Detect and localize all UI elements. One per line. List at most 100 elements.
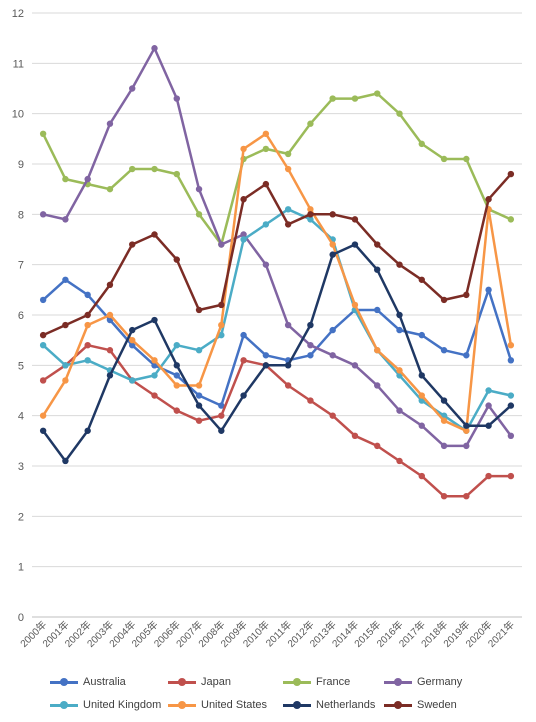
data-point [485,387,492,394]
data-point [418,422,425,429]
data-point [173,362,180,369]
data-point [151,357,158,364]
data-point [284,362,292,369]
data-point [396,261,403,268]
series-line [41,92,512,246]
data-point [39,427,47,434]
data-point [39,377,47,384]
data-point [463,427,470,434]
data-point [240,392,247,399]
legend-swatch [384,699,412,711]
data-point [396,407,403,414]
data-point [173,372,180,379]
data-point [240,357,247,364]
x-axis-tick-labels: 2000年2001年2002年2003年2004年2005年2006年2007年… [17,618,517,650]
data-point [396,457,403,465]
data-point [418,331,425,339]
data-point [151,231,158,238]
series-lines [39,45,515,500]
data-point [284,165,292,173]
data-point [440,493,448,500]
data-point [440,296,448,304]
legend-swatch [50,699,78,711]
data-point [106,281,114,288]
data-point [507,402,515,409]
data-point [106,372,114,379]
data-point [173,170,180,178]
data-point [84,357,91,364]
data-point [440,347,448,354]
data-point [195,306,203,314]
y-tick-label: 11 [13,58,24,70]
data-point [507,392,515,399]
data-point [62,457,69,465]
data-point [240,236,247,243]
data-point [173,95,180,102]
series-japan [39,342,515,500]
data-point [262,352,270,359]
legend-item: Netherlands [283,696,375,714]
y-tick-label: 5 [18,360,24,372]
data-point [218,241,225,248]
data-point [195,185,203,193]
data-point [418,140,425,148]
series-line [42,173,512,337]
data-point [195,211,203,218]
data-point [329,241,336,248]
legend-swatch [384,676,412,688]
legend-label: United Kingdom [83,699,162,711]
legend-label: Japan [201,676,231,688]
data-point [374,90,381,97]
data-point [418,392,425,399]
legend-label: Sweden [417,699,457,711]
data-point [62,216,69,223]
data-point [106,347,114,354]
y-tick-label: 9 [18,159,24,171]
series-line [42,243,512,463]
data-point [62,175,69,183]
legend-item: United Kingdom [50,696,161,714]
legend-item: France [283,673,350,691]
data-point [129,336,136,344]
series-line [42,343,511,498]
data-point [329,251,336,258]
data-point [396,110,403,117]
data-point [262,130,270,137]
data-point [351,301,359,309]
legend-swatch [283,676,311,688]
y-tick-label: 8 [18,209,24,221]
data-point [485,286,492,294]
y-tick-label: 0 [18,612,24,624]
series-netherlands [39,241,515,465]
legend-label: France [316,676,351,688]
legend-item: Sweden [384,696,457,714]
data-point [284,206,292,213]
data-point [195,347,203,354]
data-point [351,95,359,102]
data-point [418,472,425,480]
data-point [62,276,69,283]
data-point [240,331,247,339]
legend-item: Germany [384,673,462,691]
y-tick-label: 10 [12,109,24,121]
data-point [218,412,225,419]
data-point [507,342,515,349]
legend-item: Australia [50,673,126,691]
data-point [151,316,158,324]
legend-label: United States [201,699,268,711]
data-point [463,352,470,359]
data-point [262,180,270,188]
legend-swatch [168,676,196,688]
data-point [374,442,381,450]
data-point [463,493,470,500]
series-germany [39,45,515,450]
data-point [507,357,515,364]
data-point [195,417,203,424]
data-point [218,427,225,434]
data-point [374,382,381,389]
legend-label: Germany [417,676,463,688]
data-point [151,392,158,399]
data-point [351,241,359,248]
